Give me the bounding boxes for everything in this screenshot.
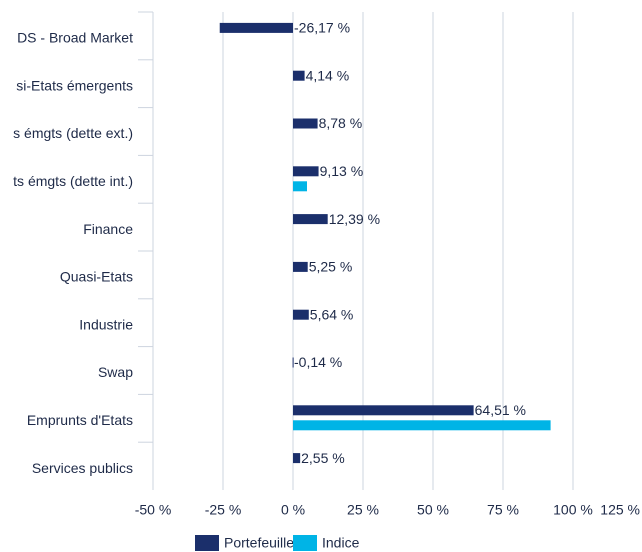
value-label: 9,13 % — [320, 163, 364, 179]
legend-swatch — [195, 535, 219, 551]
value-label: 8,78 % — [319, 115, 363, 131]
bar — [219, 22, 293, 33]
y-tick-label: Finance — [83, 221, 133, 237]
bar — [293, 181, 307, 192]
value-label: 5,64 % — [310, 306, 354, 322]
value-label: 2,55 % — [301, 450, 345, 466]
x-tick-label: 75 % — [487, 502, 519, 518]
x-tick-label: -50 % — [135, 502, 172, 518]
legend-label: Indice — [322, 535, 360, 551]
bar — [293, 420, 551, 431]
y-tick-label: ts émgts (dette int.) — [13, 173, 133, 189]
y-tick-label: Quasi-Etats — [60, 269, 133, 285]
value-label: 64,51 % — [475, 402, 526, 418]
x-tick-label: 25 % — [347, 502, 379, 518]
y-tick-label: Swap — [98, 364, 133, 380]
x-tick-label: -25 % — [205, 502, 242, 518]
y-tick-label: Industrie — [79, 316, 133, 332]
bar — [293, 214, 328, 225]
bar — [293, 166, 319, 177]
bar — [293, 261, 308, 272]
x-tick-label: 50 % — [417, 502, 449, 518]
bar — [292, 357, 294, 368]
legend-label: Portefeuille — [224, 535, 294, 551]
value-label: 4,14 % — [306, 67, 350, 83]
bar — [293, 405, 474, 416]
bar — [293, 70, 305, 81]
bar — [293, 309, 309, 320]
x-tick-label: 125 % — [600, 502, 640, 518]
y-tick-label: Emprunts d'Etats — [27, 412, 133, 428]
value-label: -0,14 % — [294, 354, 342, 370]
x-tick-label: 100 % — [553, 502, 593, 518]
value-label: -26,17 % — [294, 20, 350, 36]
bar — [293, 453, 301, 464]
bar — [293, 118, 318, 129]
value-label: 5,25 % — [309, 259, 353, 275]
legend-swatch — [293, 535, 317, 551]
value-label: 12,39 % — [329, 211, 380, 227]
y-tick-label: DS - Broad Market — [17, 30, 133, 46]
y-tick-label: Services publics — [32, 460, 133, 476]
y-tick-label: s émgts (dette ext.) — [13, 125, 133, 141]
x-tick-label: 0 % — [281, 502, 305, 518]
y-tick-label: si-Etats émergents — [16, 77, 133, 93]
